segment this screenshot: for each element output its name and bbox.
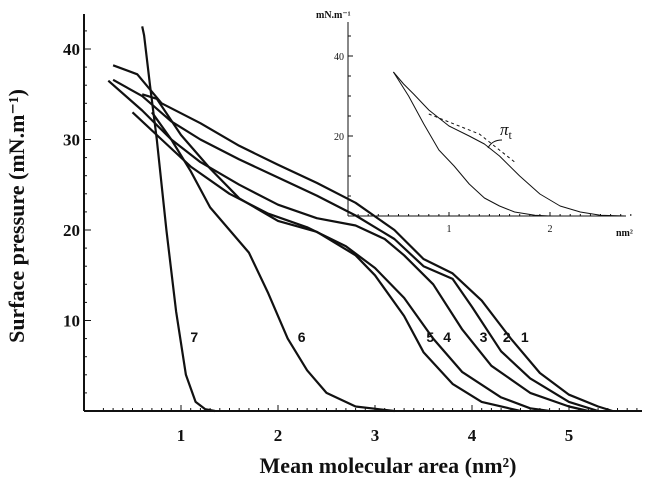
curve-label-5: 5 [426, 329, 434, 345]
inset-tick-labels: 1 2 20 40 [334, 52, 553, 235]
inset-ticks [348, 35, 632, 216]
x-axis-title: Mean molecular area (nm²) [260, 453, 517, 478]
curve-label-3: 3 [480, 329, 488, 345]
isotherm-curve-5 [141, 93, 521, 413]
isotherm-curve-7 [141, 26, 216, 413]
inset-y-tick-label: 20 [334, 132, 344, 143]
inset-chart: 1 2 20 40 mN.m⁻¹ nm² πt [316, 10, 633, 239]
inset-y-tick-label: 40 [334, 52, 344, 63]
inset-curves [392, 71, 626, 217]
y-tick-label: 20 [63, 221, 80, 240]
isotherm-curve-6 [151, 111, 395, 413]
isotherm-curve-3 [107, 79, 589, 413]
curve-label-6: 6 [298, 329, 306, 345]
x-tick-label: 1 [177, 426, 186, 445]
y-axis-title: Surface pressure (mN.m⁻¹) [4, 89, 29, 343]
y-tick-label: 40 [63, 40, 80, 59]
main-ticks [84, 30, 638, 411]
pi-t-pointer [487, 139, 503, 149]
inset-curve-1 [393, 71, 626, 217]
main-curve-labels: 123 45 6 7 [190, 329, 528, 345]
curve-label-7: 7 [190, 329, 198, 345]
inset-x-tick-label: 2 [548, 224, 553, 235]
inset-curve-2 [392, 71, 551, 217]
isotherm-curve-1 [112, 64, 613, 413]
x-tick-label: 4 [468, 426, 477, 445]
curve-label-1: 1 [521, 329, 529, 345]
isotherm-curve-2 [112, 78, 599, 413]
inset-x-tick-label: 1 [447, 224, 452, 235]
x-tick-label: 3 [371, 426, 380, 445]
curve-label-4: 4 [443, 329, 451, 345]
inset-x-unit: nm² [616, 228, 633, 239]
y-tick-label: 10 [63, 312, 80, 331]
x-tick-label: 5 [565, 426, 574, 445]
isotherm-curve-4 [131, 111, 550, 413]
x-tick-label: 2 [274, 426, 283, 445]
pi-symbol: π [500, 120, 509, 139]
y-tick-label: 30 [63, 131, 80, 150]
inset-y-unit: mN.m⁻¹ [316, 10, 351, 21]
main-curves [107, 26, 613, 413]
inset-tangent-line [428, 113, 515, 163]
pi-subscript: t [509, 128, 513, 142]
curve-label-2: 2 [503, 329, 511, 345]
pi-t-annotation: πt [500, 120, 513, 142]
